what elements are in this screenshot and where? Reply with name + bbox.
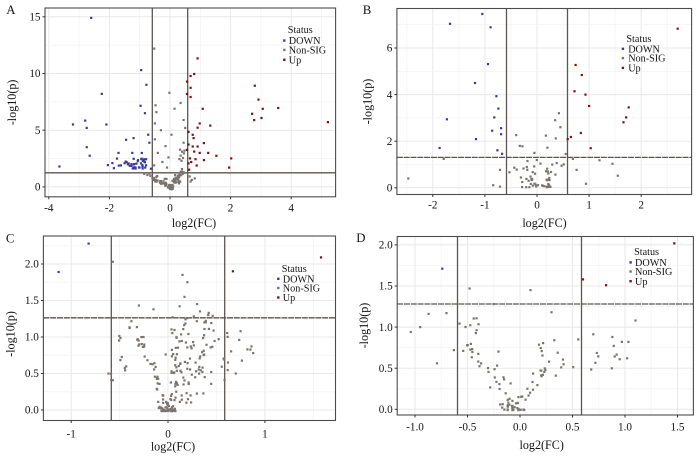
svg-text:A: A — [6, 3, 16, 17]
svg-text:10: 10 — [29, 68, 41, 80]
svg-text:1.0: 1.0 — [25, 332, 39, 344]
svg-text:2.0: 2.0 — [379, 240, 393, 252]
svg-text:0: 0 — [534, 200, 540, 212]
svg-text:Non-SIG: Non-SIG — [635, 267, 673, 278]
svg-text:1.5: 1.5 — [379, 281, 393, 293]
svg-text:Up: Up — [289, 55, 301, 66]
svg-text:2.0: 2.0 — [25, 259, 39, 271]
svg-text:Non-SIG: Non-SIG — [289, 46, 327, 57]
svg-text:-log10(p): -log10(p) — [357, 303, 371, 349]
svg-text:-1.0: -1.0 — [406, 421, 424, 433]
svg-text:Up: Up — [283, 293, 295, 304]
svg-text:Non-SIG: Non-SIG — [628, 54, 666, 65]
svg-text:0.5: 0.5 — [25, 368, 39, 380]
svg-text:-log10(p): -log10(p) — [5, 80, 19, 126]
svg-text:0.0: 0.0 — [379, 404, 393, 416]
svg-text:0: 0 — [167, 202, 173, 214]
svg-text:2: 2 — [638, 200, 644, 212]
svg-text:1.0: 1.0 — [618, 421, 632, 433]
svg-text:Status: Status — [282, 264, 307, 275]
svg-text:2: 2 — [387, 136, 393, 148]
svg-text:DOWN: DOWN — [635, 258, 667, 269]
svg-text:C: C — [6, 231, 15, 245]
svg-text:DOWN: DOWN — [283, 274, 315, 285]
svg-text:log2(FC): log2(FC) — [172, 216, 216, 230]
svg-text:0: 0 — [35, 182, 41, 194]
svg-text:6: 6 — [387, 43, 393, 55]
svg-text:Up: Up — [635, 277, 647, 288]
svg-text:DOWN: DOWN — [628, 44, 660, 55]
svg-text:DOWN: DOWN — [289, 36, 321, 47]
svg-text:Status: Status — [288, 25, 313, 36]
svg-text:Non-SIG: Non-SIG — [283, 284, 321, 295]
svg-text:-1: -1 — [67, 428, 76, 440]
svg-text:Up: Up — [628, 64, 640, 75]
svg-text:log2(FC): log2(FC) — [520, 438, 564, 452]
svg-text:5: 5 — [35, 125, 41, 137]
svg-text:0: 0 — [165, 428, 171, 440]
svg-text:Status: Status — [634, 247, 659, 258]
svg-text:1: 1 — [262, 428, 268, 440]
svg-text:-4: -4 — [44, 202, 54, 214]
svg-text:15: 15 — [29, 12, 41, 24]
svg-text:Status: Status — [626, 34, 651, 45]
svg-text:-1: -1 — [480, 200, 489, 212]
svg-text:0.5: 0.5 — [566, 421, 580, 433]
svg-text:B: B — [363, 3, 372, 17]
svg-text:log2(FC): log2(FC) — [151, 440, 195, 454]
svg-text:D: D — [356, 231, 365, 245]
svg-text:log2(FC): log2(FC) — [522, 216, 566, 230]
svg-text:2: 2 — [228, 202, 234, 214]
svg-text:1.5: 1.5 — [25, 295, 39, 307]
svg-text:0.0: 0.0 — [25, 405, 39, 417]
svg-text:4: 4 — [288, 202, 294, 214]
svg-text:-log10(p): -log10(p) — [361, 79, 375, 125]
svg-text:1.5: 1.5 — [671, 421, 685, 433]
svg-text:4: 4 — [387, 89, 393, 101]
svg-text:-2: -2 — [428, 200, 437, 212]
svg-text:-2: -2 — [105, 202, 114, 214]
svg-text:-log10(p): -log10(p) — [3, 311, 17, 357]
svg-text:0.5: 0.5 — [379, 363, 393, 375]
svg-text:1: 1 — [586, 200, 592, 212]
svg-text:-0.5: -0.5 — [459, 421, 477, 433]
svg-text:0.0: 0.0 — [513, 421, 527, 433]
svg-text:0: 0 — [387, 183, 393, 195]
svg-text:1.0: 1.0 — [379, 322, 393, 334]
